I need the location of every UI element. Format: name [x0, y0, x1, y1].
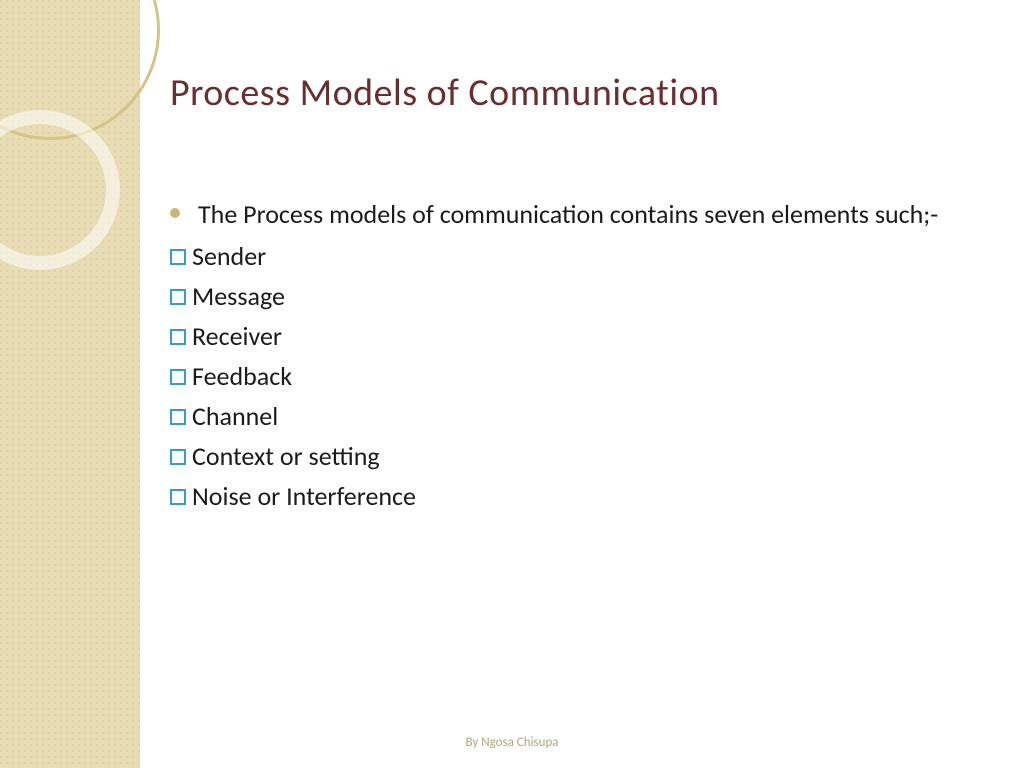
checkbox-icon	[170, 289, 186, 305]
left-decorative-panel	[0, 0, 140, 768]
checkbox-icon	[170, 409, 186, 425]
list-item: Context or setting	[170, 440, 984, 472]
checkbox-icon	[170, 369, 186, 385]
list-item: Noise or Interference	[170, 480, 984, 512]
list-item: Receiver	[170, 320, 984, 352]
slide-footer: By Ngosa Chisupa	[0, 735, 1024, 750]
intro-bullet-row: The Process models of communication cont…	[170, 196, 984, 232]
list-item-label: Sender	[192, 240, 266, 272]
intro-text: The Process models of communication cont…	[198, 196, 938, 232]
list-item-label: Channel	[192, 400, 278, 432]
list-item-label: Message	[192, 280, 285, 312]
checkbox-icon	[170, 329, 186, 345]
list-item-label: Receiver	[192, 320, 282, 352]
list-item-label: Feedback	[192, 360, 292, 392]
list-item-label: Noise or Interference	[192, 480, 416, 512]
checkbox-icon	[170, 249, 186, 265]
list-item: Sender	[170, 240, 984, 272]
list-item: Feedback	[170, 360, 984, 392]
slide-content: Process Models of Communication The Proc…	[140, 0, 1024, 768]
list-item: Message	[170, 280, 984, 312]
list-item-label: Context or setting	[192, 440, 380, 472]
list-item: Channel	[170, 400, 984, 432]
checkbox-icon	[170, 449, 186, 465]
dot-bullet-icon	[170, 208, 180, 218]
slide-title: Process Models of Communication	[170, 70, 984, 116]
decorative-circle-ring-icon	[0, 110, 120, 270]
checkbox-icon	[170, 489, 186, 505]
